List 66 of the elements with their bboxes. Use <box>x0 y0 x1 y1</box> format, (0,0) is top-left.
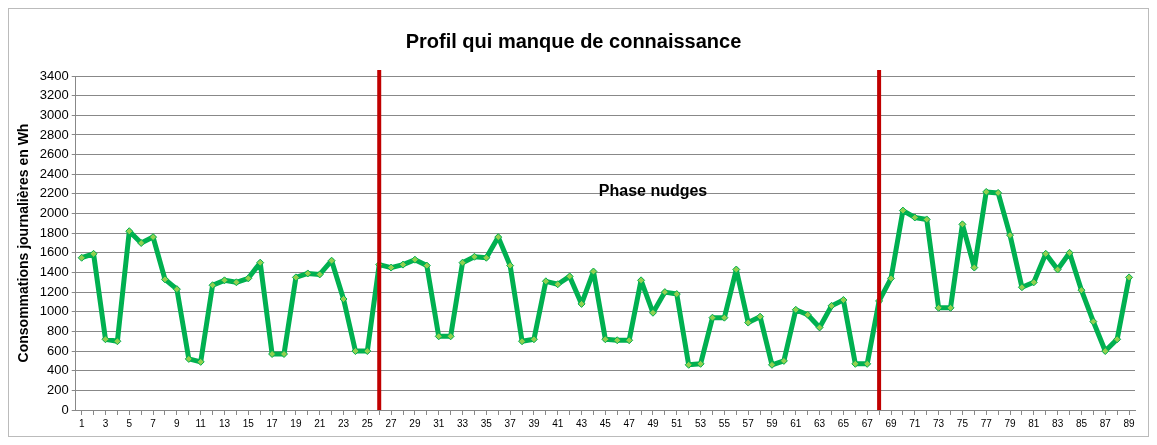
x-tick-label: 79 <box>1004 417 1017 429</box>
x-tick-label: 69 <box>885 417 898 429</box>
chart-title: Profil qui manque de connaissance <box>405 29 742 52</box>
x-tick-label: 7 <box>150 417 157 429</box>
y-tick-label: 2000 <box>39 205 69 221</box>
x-tick-label: 1 <box>78 417 85 429</box>
x-tick-label: 55 <box>718 417 731 429</box>
x-tick-label: 39 <box>528 417 540 429</box>
y-tick-label: 600 <box>47 342 69 358</box>
y-tick-label: 1200 <box>39 283 69 299</box>
x-tick-label: 11 <box>195 417 207 429</box>
x-tick-label: 27 <box>385 417 398 429</box>
x-tick-label: 29 <box>409 417 421 429</box>
x-tick-label: 33 <box>456 417 469 429</box>
x-tick-label: 9 <box>174 417 181 429</box>
x-tick-label: 45 <box>599 417 612 429</box>
y-tick-label: 3400 <box>39 67 69 83</box>
x-tick-label: 57 <box>742 417 755 429</box>
y-tick-label: 1600 <box>39 244 69 260</box>
x-tick-label: 15 <box>242 417 255 429</box>
x-tick-label: 53 <box>695 417 707 429</box>
x-tick-label: 71 <box>909 417 921 429</box>
y-tick-label: 2600 <box>39 146 69 162</box>
x-tick-label: 59 <box>766 417 778 429</box>
x-tick-label: 63 <box>814 417 826 429</box>
x-tick-label: 17 <box>266 417 279 429</box>
x-tick-label: 61 <box>790 417 802 429</box>
x-tick-label: 13 <box>218 417 231 429</box>
x-tick-label: 89 <box>1123 417 1136 429</box>
y-axis-title: Consommations journalières en Wh <box>15 123 32 363</box>
x-tick-label: 85 <box>1075 417 1088 429</box>
y-tick-label: 1800 <box>39 224 69 240</box>
y-tick-label: 2200 <box>39 185 69 201</box>
x-tick-label: 41 <box>552 417 564 429</box>
y-tick-label: 200 <box>47 381 69 397</box>
x-tick-label: 75 <box>956 417 969 429</box>
x-tick-label: 35 <box>480 417 493 429</box>
x-tick-label: 73 <box>933 417 945 429</box>
x-tick-label: 19 <box>290 417 302 429</box>
x-tick-label: 87 <box>1099 417 1112 429</box>
y-tick-label: 3200 <box>39 87 69 103</box>
x-tick-label: 5 <box>126 417 133 429</box>
y-tick-label: 800 <box>47 322 69 338</box>
x-tick-label: 43 <box>575 417 588 429</box>
y-tick-label: 1000 <box>39 303 69 319</box>
x-tick-label: 3 <box>102 417 109 429</box>
x-tick-label: 47 <box>623 417 636 429</box>
x-tick-label: 67 <box>861 417 874 429</box>
x-tick-label: 37 <box>504 417 517 429</box>
y-tick-label: 2800 <box>39 126 69 142</box>
x-tick-label: 31 <box>433 417 445 429</box>
x-tick-label: 81 <box>1028 417 1040 429</box>
y-tick-label: 3000 <box>39 106 69 122</box>
x-tick-label: 21 <box>314 417 326 429</box>
y-tick-label: 400 <box>47 362 69 378</box>
x-tick-label: 77 <box>980 417 993 429</box>
y-tick-label: 1400 <box>39 264 69 280</box>
x-tick-label: 65 <box>837 417 850 429</box>
x-tick-label: 23 <box>337 417 350 429</box>
annotation: Phase nudges <box>598 181 708 199</box>
y-tick-label: 0 <box>61 401 69 417</box>
x-tick-label: 49 <box>647 417 659 429</box>
y-tick-label: 2400 <box>39 165 69 181</box>
x-tick-label: 51 <box>671 417 683 429</box>
x-tick-label: 83 <box>1052 417 1064 429</box>
x-tick-label: 25 <box>361 417 374 429</box>
